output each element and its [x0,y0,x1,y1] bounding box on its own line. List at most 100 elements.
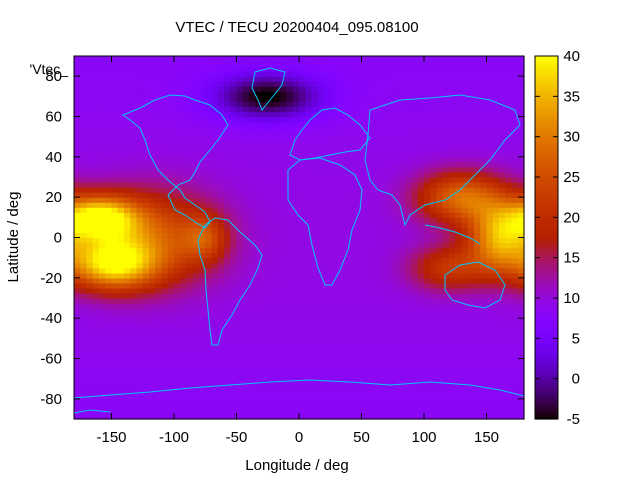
heatmap-cell [174,242,181,249]
heatmap-cell [386,303,394,309]
heatmap-cell [361,166,369,173]
heatmap-cell [92,363,100,370]
heatmap-cell [474,393,481,400]
heatmap-cell [142,247,150,254]
heatmap-cell [486,146,494,153]
heatmap-cell [380,237,388,244]
heatmap-cell [411,177,419,183]
heatmap-cell [461,323,469,329]
heatmap-cell [342,287,350,294]
heatmap-cell [255,363,263,370]
heatmap-cell [136,328,144,334]
heatmap-cell [230,358,238,365]
heatmap-cell [455,408,463,415]
heatmap-cell [224,166,231,173]
heatmap-cell [186,146,194,153]
heatmap-cell [399,333,406,339]
heatmap-cell [117,227,125,234]
heatmap-cell [92,91,100,97]
heatmap-cell [342,393,350,400]
heatmap-cell [361,393,369,400]
heatmap-cell [342,156,350,163]
heatmap-cell [480,343,488,350]
heatmap-cell [80,267,88,274]
heatmap-cell [386,106,394,113]
heatmap-cell [305,131,313,138]
heatmap-cell [299,353,306,360]
heatmap-cell [242,237,250,244]
heatmap-cell [155,197,163,203]
heatmap-cell [174,408,181,415]
heatmap-cell [205,56,213,62]
heatmap-cell [342,81,350,87]
heatmap-cell [480,237,488,244]
heatmap-cell [236,227,244,234]
heatmap-cell [274,217,281,223]
heatmap-cell [117,323,125,329]
heatmap-cell [324,393,331,400]
heatmap-cell [117,197,125,203]
heatmap-cell [449,403,456,410]
heatmap-cell [386,323,394,329]
heatmap-cell [436,156,444,163]
heatmap-cell [467,393,475,400]
heatmap-cell [86,328,94,334]
heatmap-cell [467,91,475,97]
heatmap-cell [205,232,213,239]
heatmap-cell [155,257,163,264]
heatmap-cell [311,121,319,128]
heatmap-cell [436,328,444,334]
heatmap-cell [124,373,131,380]
heatmap-cell [99,358,106,365]
heatmap-cell [305,86,313,92]
heatmap-cell [217,166,225,173]
heatmap-cell [486,81,494,87]
heatmap-cell [336,308,344,314]
heatmap-cell [205,146,213,153]
heatmap-cell [211,257,219,264]
heatmap-cell [199,106,206,113]
heatmap-cell [261,303,269,309]
heatmap-cell [192,71,200,77]
heatmap-cell [236,257,244,264]
heatmap-cell [367,282,375,289]
heatmap-cell [480,298,488,304]
heatmap-cell [124,141,131,148]
heatmap-cell [424,187,431,193]
heatmap-cell [492,408,500,415]
heatmap-cell [305,262,313,269]
heatmap-cell [367,141,375,148]
heatmap-cell [486,116,494,123]
heatmap-cell [467,192,475,198]
heatmap-cell [455,96,463,102]
heatmap-cell [461,363,469,370]
heatmap-cell [199,182,206,188]
heatmap-cell [324,333,331,339]
heatmap-cell [324,277,331,284]
heatmap-cell [349,151,356,158]
heatmap-cell [211,121,219,128]
heatmap-cell [336,287,344,294]
heatmap-cell [174,156,181,163]
heatmap-cell [455,343,463,350]
heatmap-cell [361,227,369,234]
heatmap-cell [367,222,375,229]
heatmap-cell [86,146,94,153]
heatmap-cell [136,373,144,380]
heatmap-cell [155,338,163,344]
heatmap-cell [267,363,275,370]
heatmap-cell [361,192,369,198]
heatmap-cell [155,363,163,370]
heatmap-cell [449,171,456,178]
heatmap-cell [361,66,369,72]
heatmap-cell [317,373,325,380]
heatmap-cell [392,398,400,405]
heatmap-cell [242,303,250,309]
heatmap-cell [224,192,231,198]
heatmap-cell [292,86,300,92]
heatmap-cell [161,121,169,128]
heatmap-cell [267,156,275,163]
heatmap-cell [180,333,188,339]
heatmap-cell [142,166,150,173]
heatmap-cell [255,313,263,319]
